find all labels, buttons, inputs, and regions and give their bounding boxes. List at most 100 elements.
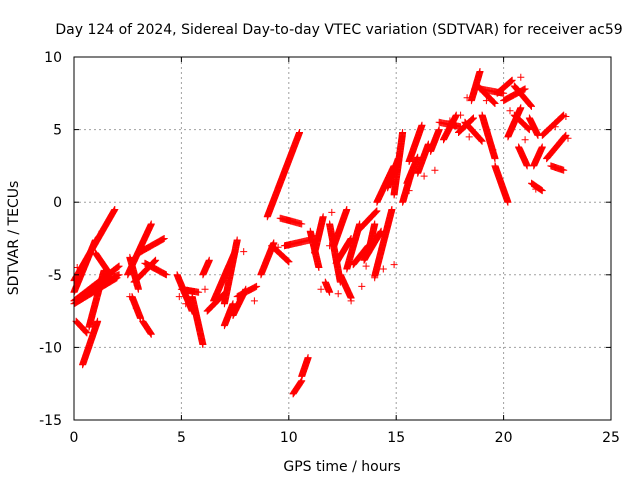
data-point: [561, 133, 569, 141]
data-point: [560, 166, 568, 174]
axis-ticks: [73, 56, 612, 421]
data-point: [508, 76, 516, 84]
data-point: [143, 265, 151, 273]
data-point: [205, 256, 213, 264]
data-point: [457, 111, 465, 119]
data-point: [83, 329, 91, 337]
data-point: [517, 104, 525, 112]
data-point: [114, 263, 122, 271]
data-point: [126, 293, 134, 301]
data-point: [372, 208, 380, 215]
data-point: [319, 213, 327, 221]
data-point: [470, 114, 477, 122]
data-point: [201, 285, 209, 293]
data-point: [98, 227, 106, 235]
data-point: [274, 243, 282, 251]
data-point: [250, 297, 258, 305]
y-tick-label: -5: [48, 268, 62, 284]
data-point: [446, 117, 454, 125]
data-point: [115, 262, 123, 270]
data-point: [564, 134, 572, 142]
data-point: [562, 113, 570, 120]
data-point: [371, 274, 379, 282]
data-point: [482, 97, 490, 105]
data-point: [229, 300, 237, 308]
data-point: [491, 155, 499, 163]
data-point: [468, 116, 476, 124]
data-point: [104, 268, 112, 276]
data-point: [478, 137, 486, 145]
data-point: [476, 68, 484, 75]
data-point: [82, 328, 90, 336]
data-point: [92, 236, 99, 244]
data-point: [195, 288, 203, 296]
data-point: [420, 172, 428, 180]
data-point: [347, 297, 355, 305]
y-axis-label: SDTVAR / TECUs: [6, 181, 22, 296]
x-axis-tick-labels: 0 5 10 15 20 25: [70, 430, 620, 446]
data-point: [199, 341, 207, 348]
data-point: [147, 220, 155, 228]
x-tick-label: 20: [495, 430, 513, 446]
data-point: [296, 129, 303, 136]
data-point: [551, 123, 559, 131]
data-point: [283, 256, 291, 264]
data-point: [304, 354, 312, 362]
y-tick-label: 10: [44, 50, 62, 66]
data-point: [132, 304, 140, 312]
data-point: [253, 282, 261, 290]
plot-area-frame: [73, 56, 612, 421]
data-point: [73, 264, 81, 271]
data-point: [525, 125, 533, 133]
y-tick-label: 0: [53, 195, 62, 211]
data-point: [506, 107, 514, 115]
data-point: [435, 126, 443, 134]
data-point: [152, 256, 160, 264]
x-axis-label: GPS time / hours: [283, 459, 400, 475]
data-point: [392, 162, 400, 170]
data-point: [372, 208, 380, 216]
data-point: [490, 99, 498, 107]
data-point: [334, 290, 342, 298]
x-tick-label: 5: [177, 430, 186, 446]
data-point: [362, 262, 370, 270]
data-point: [151, 257, 159, 265]
data-point: [182, 300, 190, 308]
data-point: [528, 102, 535, 110]
data-point: [504, 198, 512, 206]
data-point: [521, 136, 529, 144]
data-point: [379, 265, 387, 273]
data-point: [115, 271, 123, 279]
data-point: [390, 261, 398, 269]
data-point: [175, 293, 183, 301]
data-point: [517, 73, 525, 81]
data-points: [70, 68, 572, 398]
data-point: [298, 220, 306, 228]
data-point: [521, 85, 529, 93]
data-point: [465, 133, 473, 141]
data-point: [399, 129, 407, 136]
data-point: [508, 77, 515, 85]
data-point: [313, 232, 321, 240]
data-point: [328, 208, 336, 216]
data-point: [160, 235, 168, 242]
data-point: [431, 166, 439, 174]
data-point: [240, 248, 248, 256]
data-point: [326, 242, 334, 250]
data-point: [358, 282, 366, 290]
data-point: [343, 206, 351, 213]
data-point: [373, 207, 381, 215]
x-tick-label: 15: [387, 430, 405, 446]
data-point: [477, 136, 485, 144]
y-tick-label: -15: [39, 413, 62, 429]
data-point: [523, 162, 531, 170]
data-point: [490, 98, 498, 106]
data-point: [489, 98, 497, 106]
data-point: [315, 264, 323, 271]
y-tick-label: 5: [53, 123, 62, 139]
data-point: [134, 285, 142, 293]
data-point: [94, 317, 102, 325]
data-point: [317, 285, 325, 293]
data-point: [111, 206, 119, 213]
